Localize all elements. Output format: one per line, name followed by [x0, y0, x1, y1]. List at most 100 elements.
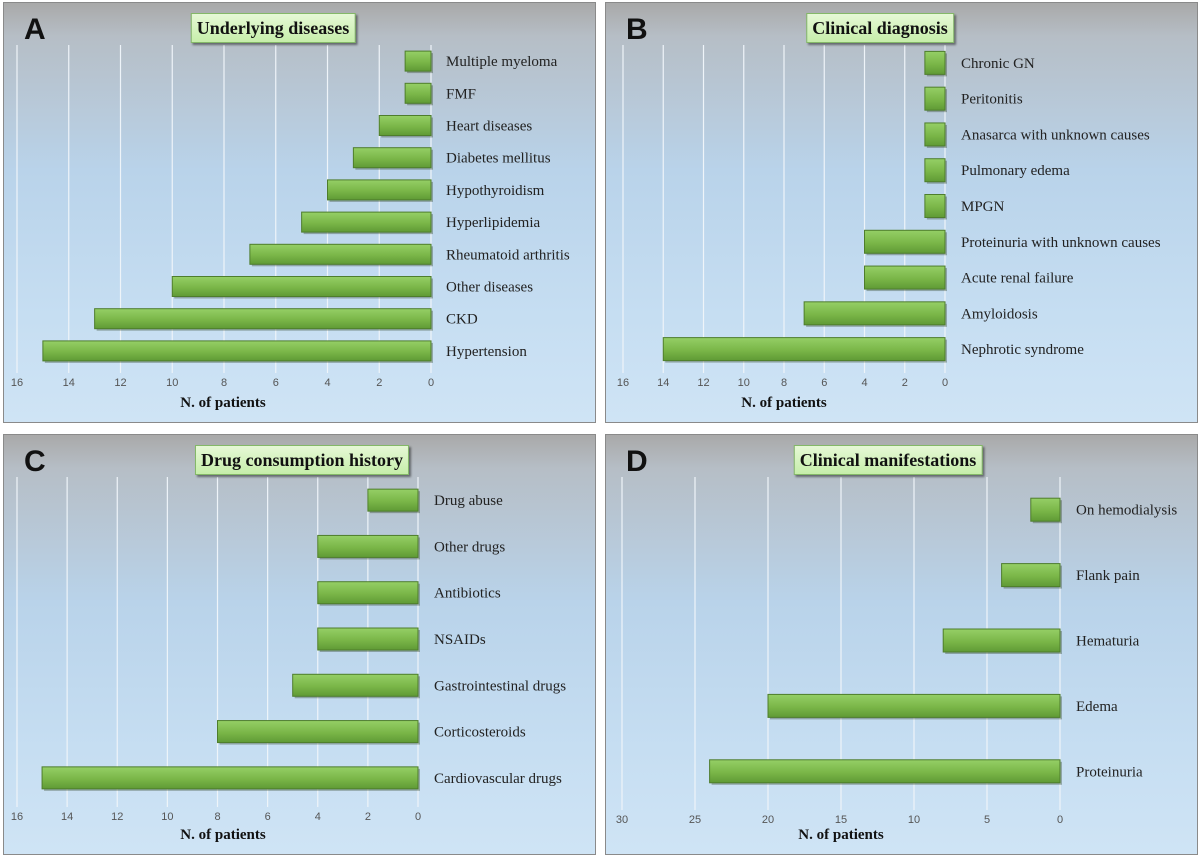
- chart-title-b: Clinical diagnosis: [806, 13, 954, 43]
- x-tick-label: 16: [617, 377, 629, 389]
- chart-title-d: Clinical manifestations: [793, 445, 983, 475]
- category-label: Cardiovascular drugs: [434, 771, 562, 787]
- bar: [317, 581, 419, 605]
- x-tick-label: 0: [415, 811, 421, 823]
- category-label: Hyperlipidemia: [446, 215, 540, 231]
- x-tick-label: 4: [861, 377, 867, 389]
- x-tick-label: 15: [835, 814, 847, 826]
- bar: [803, 301, 946, 326]
- category-label: On hemodialysis: [1076, 503, 1177, 519]
- x-axis-label-a: N. of patients: [180, 395, 266, 411]
- category-label: Gastrointestinal drugs: [434, 678, 566, 694]
- category-label: MPGN: [961, 199, 1005, 215]
- category-label: Hypothyroidism: [446, 183, 545, 199]
- bar: [41, 766, 419, 790]
- category-label: Proteinuria: [1076, 764, 1143, 780]
- category-label: Nephrotic syndrome: [961, 342, 1084, 358]
- x-tick-label: 6: [821, 377, 827, 389]
- chart-svg-c: 16 14 12 10 8 6 4 2 0 Drug abuse Other drugs Antibi…: [11, 477, 566, 823]
- chart-panel-d: 30 25 20 15 10 5 0 On hemodialysis Flank pain Hem…: [605, 434, 1198, 855]
- x-axis-label-c: N. of patients: [180, 827, 266, 843]
- x-tick-label: 10: [161, 811, 173, 823]
- bar: [864, 265, 946, 290]
- category-label: Flank pain: [1076, 568, 1140, 584]
- category-label: Edema: [1076, 699, 1118, 715]
- x-tick-label: 16: [11, 377, 23, 389]
- panel-letter-d: D: [626, 445, 648, 478]
- x-tick-label: 8: [221, 377, 227, 389]
- x-tick-label: 2: [376, 377, 382, 389]
- bar: [301, 211, 432, 233]
- category-label: Acute renal failure: [961, 271, 1074, 287]
- x-tick-label: 12: [111, 811, 123, 823]
- x-tick-label: 8: [214, 811, 220, 823]
- bar: [249, 243, 432, 265]
- category-label: Rheumatoid arthritis: [446, 247, 570, 263]
- category-label: FMF: [446, 86, 476, 102]
- chart-panel-c: 16 14 12 10 8 6 4 2 0 Drug abuse Other drugs Antibi…: [3, 434, 596, 855]
- x-axis-label-b: N. of patients: [741, 395, 827, 411]
- bar: [924, 86, 946, 111]
- chart-panel-a: 16 14 12 10 8 6 4 2 0 Multiple myeloma FMF Heart di…: [3, 2, 596, 423]
- chart-title-c: Drug consumption history: [194, 445, 410, 475]
- x-tick-label: 5: [984, 814, 990, 826]
- chart-title-a: Underlying diseases: [190, 13, 356, 43]
- x-tick-label: 2: [365, 811, 371, 823]
- chart-svg-d: 30 25 20 15 10 5 0 On hemodialysis Flank pain Hem…: [616, 477, 1177, 826]
- x-tick-label: 6: [265, 811, 271, 823]
- category-label: Multiple myeloma: [446, 54, 558, 70]
- x-tick-label: 16: [11, 811, 23, 823]
- x-tick-label: 20: [762, 814, 774, 826]
- x-tick-label: 0: [1057, 814, 1063, 826]
- x-tick-label: 14: [63, 377, 75, 389]
- x-tick-label: 10: [738, 377, 750, 389]
- bar: [864, 229, 946, 254]
- category-label: Diabetes mellitus: [446, 151, 551, 167]
- bar: [94, 308, 432, 330]
- x-tick-label: 12: [697, 377, 709, 389]
- x-tick-label: 10: [166, 377, 178, 389]
- bar: [317, 534, 419, 558]
- x-axis-label-d: N. of patients: [798, 827, 884, 843]
- category-label: CKD: [446, 312, 478, 328]
- x-tick-label: 12: [114, 377, 126, 389]
- x-tick-label: 30: [616, 814, 628, 826]
- bar: [367, 488, 419, 512]
- panel-letter-a: A: [24, 13, 46, 46]
- bar: [709, 759, 1061, 784]
- panel-letter-c: C: [24, 445, 46, 478]
- bar: [171, 276, 432, 297]
- x-tick-label: 0: [942, 377, 948, 389]
- category-label: Corticosteroids: [434, 725, 526, 741]
- category-label: Hypertension: [446, 344, 527, 360]
- bar: [317, 627, 419, 651]
- bar: [942, 628, 1061, 653]
- chart-panel-b: 16 14 12 10 8 6 4 2 0 Chronic GN Peritonitis Anasar…: [605, 2, 1198, 423]
- bar: [924, 50, 946, 75]
- category-label: NSAIDs: [434, 632, 486, 648]
- x-tick-label: 14: [61, 811, 73, 823]
- chart-svg-b: 16 14 12 10 8 6 4 2 0 Chronic GN Peritonitis Anasar…: [617, 45, 1161, 389]
- category-label: Other diseases: [446, 280, 533, 296]
- category-label: Heart diseases: [446, 119, 532, 135]
- x-tick-label: 25: [689, 814, 701, 826]
- bar: [924, 122, 946, 147]
- bar: [767, 693, 1061, 718]
- bar: [924, 158, 946, 183]
- x-tick-label: 14: [657, 377, 669, 389]
- bar: [924, 194, 946, 218]
- chart-svg-a: 16 14 12 10 8 6 4 2 0 Multiple myeloma FMF Heart di…: [11, 45, 570, 389]
- category-label: Proteinuria with unknown causes: [961, 235, 1161, 251]
- panel-letter-b: B: [626, 13, 648, 46]
- x-tick-label: 10: [908, 814, 920, 826]
- bar: [662, 337, 946, 362]
- bar: [404, 50, 432, 72]
- bar: [404, 82, 432, 104]
- bar: [378, 115, 432, 136]
- category-label: Chronic GN: [961, 56, 1035, 72]
- category-label: Antibiotics: [434, 586, 501, 602]
- x-tick-label: 0: [428, 377, 434, 389]
- bar: [292, 673, 419, 697]
- category-label: Drug abuse: [434, 493, 503, 509]
- bar: [327, 179, 432, 201]
